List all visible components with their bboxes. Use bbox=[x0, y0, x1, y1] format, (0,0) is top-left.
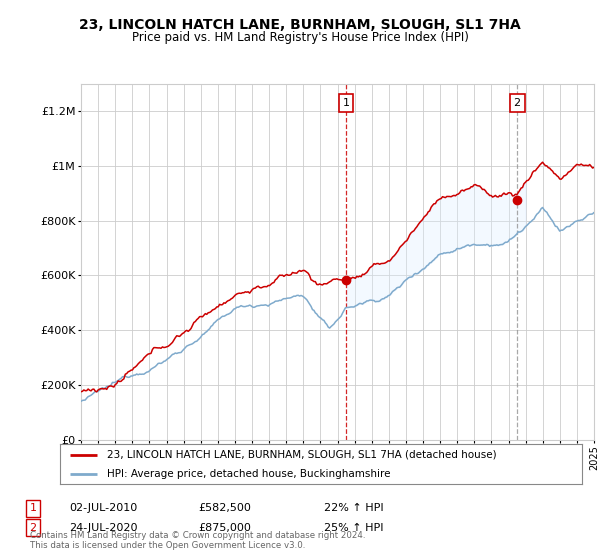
Text: 23, LINCOLN HATCH LANE, BURNHAM, SLOUGH, SL1 7HA (detached house): 23, LINCOLN HATCH LANE, BURNHAM, SLOUGH,… bbox=[107, 450, 497, 460]
Text: 1: 1 bbox=[343, 98, 350, 108]
Text: 24-JUL-2020: 24-JUL-2020 bbox=[69, 522, 137, 533]
Text: Price paid vs. HM Land Registry's House Price Index (HPI): Price paid vs. HM Land Registry's House … bbox=[131, 31, 469, 44]
Text: Contains HM Land Registry data © Crown copyright and database right 2024.
This d: Contains HM Land Registry data © Crown c… bbox=[30, 531, 365, 550]
Text: 23, LINCOLN HATCH LANE, BURNHAM, SLOUGH, SL1 7HA: 23, LINCOLN HATCH LANE, BURNHAM, SLOUGH,… bbox=[79, 18, 521, 32]
Text: £582,500: £582,500 bbox=[198, 503, 251, 514]
Text: 02-JUL-2010: 02-JUL-2010 bbox=[69, 503, 137, 514]
Text: 2: 2 bbox=[514, 98, 521, 108]
Text: HPI: Average price, detached house, Buckinghamshire: HPI: Average price, detached house, Buck… bbox=[107, 469, 391, 478]
Text: £875,000: £875,000 bbox=[198, 522, 251, 533]
Text: 22% ↑ HPI: 22% ↑ HPI bbox=[324, 503, 383, 514]
Text: 25% ↑ HPI: 25% ↑ HPI bbox=[324, 522, 383, 533]
Text: 1: 1 bbox=[29, 503, 37, 514]
Text: 2: 2 bbox=[29, 522, 37, 533]
